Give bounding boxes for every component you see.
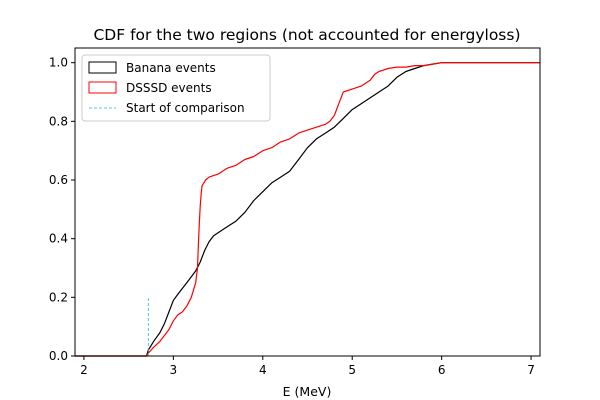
y-axis-ticks: 0.0 0.2 0.4 0.6 0.8 1.0 [49, 56, 75, 363]
legend-label: Banana events [126, 61, 216, 75]
x-tick-label: 4 [259, 363, 267, 377]
legend-frame [81, 54, 271, 122]
x-tick-label: 2 [80, 363, 88, 377]
legend-label: DSSSD events [126, 81, 212, 95]
series-line-0 [75, 62, 540, 357]
series-layer [75, 62, 540, 357]
x-tick-label: 7 [527, 363, 535, 377]
y-tick-label: 0.4 [49, 232, 68, 246]
y-tick-label: 0.6 [49, 173, 68, 187]
chart-title: CDF for the two regions (not accounted f… [93, 26, 520, 44]
x-tick-label: 3 [170, 363, 178, 377]
y-tick-label: 0.2 [49, 290, 68, 304]
x-tick-label: 6 [438, 363, 446, 377]
y-tick-label: 0.8 [49, 114, 68, 128]
legend-swatch [88, 61, 117, 74]
x-tick-label: 5 [348, 363, 356, 377]
plot-frame [74, 47, 541, 357]
legend-swatch [88, 81, 117, 94]
y-tick-label: 0.0 [49, 349, 68, 363]
legend-items: Banana events DSSSD events Start of compar… [88, 61, 245, 115]
x-axis-ticks: 2 3 4 5 6 7 [80, 356, 535, 377]
x-axis-label: E (MeV) [283, 384, 332, 399]
legend: Banana events DSSSD events Start of compar… [81, 54, 271, 122]
series-line-1 [75, 62, 540, 357]
y-tick-label: 1.0 [49, 56, 68, 70]
legend-label: Start of comparison [126, 101, 245, 115]
